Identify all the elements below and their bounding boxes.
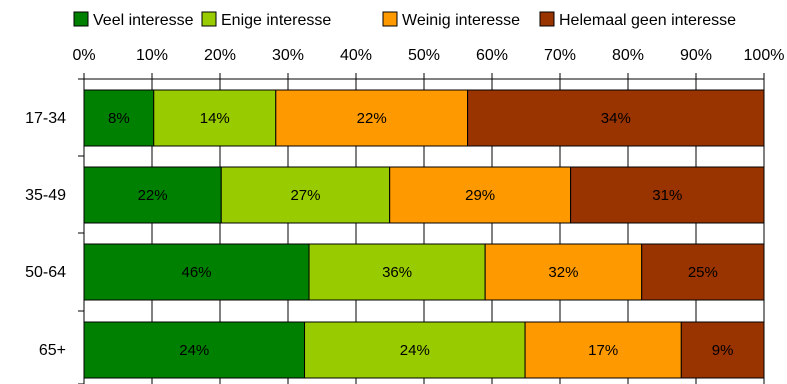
bar-segment (467, 89, 765, 147)
data-label: 24% (400, 342, 430, 359)
data-label: 9% (712, 342, 734, 359)
legend-swatch (201, 11, 217, 27)
bar-segment (83, 321, 306, 379)
data-label: 25% (688, 264, 718, 281)
legend-label: Enige interesse (221, 12, 331, 29)
x-tick-label: 70% (544, 47, 576, 64)
bars (83, 89, 765, 379)
x-tick-label: 100% (744, 47, 785, 64)
data-label: 17% (588, 342, 618, 359)
legend-item-4: Helemaal geen interesse (539, 11, 736, 29)
bar-segment (484, 243, 643, 301)
bar-segment (153, 89, 277, 147)
data-label: 24% (179, 342, 209, 359)
x-tick-label: 30% (272, 47, 304, 64)
data-label: 8% (108, 110, 130, 127)
data-label: 34% (601, 110, 631, 127)
legend: Veel interesse Enige interesse Weinig inte… (73, 11, 736, 29)
category-label: 35-49 (25, 187, 66, 204)
bar-segment (570, 166, 765, 224)
axes: 0% 10% 20% 30% 40% 50% 60% 70% 80% 90% 100% 17-34 35… (25, 47, 784, 384)
x-tick-label: 60% (476, 47, 508, 64)
x-tick-label: 10% (136, 47, 168, 64)
data-label: 22% (138, 187, 168, 204)
bar-segment (641, 243, 765, 301)
legend-item-2: Enige interesse (201, 11, 331, 29)
bar-segment (83, 166, 222, 224)
data-label: 22% (357, 110, 387, 127)
x-tick-label: 90% (680, 47, 712, 64)
x-tick-label: 50% (408, 47, 440, 64)
legend-swatch (539, 11, 555, 27)
category-label: 50-64 (25, 264, 66, 281)
data-label: 32% (548, 264, 578, 281)
bar-segment (524, 321, 682, 379)
bar-segment (389, 166, 572, 224)
data-label: 31% (652, 187, 682, 204)
bar-segment (275, 89, 469, 147)
legend-label: Weinig interesse (402, 12, 520, 29)
bar-segment (308, 243, 486, 301)
data-label: 14% (200, 110, 230, 127)
category-label: 17-34 (25, 110, 66, 127)
legend-item-1: Veel interesse (73, 11, 194, 29)
bar-segment (680, 321, 765, 379)
legend-label: Veel interesse (93, 12, 194, 29)
category-label: 65+ (39, 342, 66, 359)
legend-swatch (73, 11, 89, 27)
data-label: 29% (465, 187, 495, 204)
data-label: 36% (382, 264, 412, 281)
bar-segment (83, 243, 310, 301)
data-label: 27% (290, 187, 320, 204)
x-tick-label: 80% (612, 47, 644, 64)
x-tick-label: 40% (340, 47, 372, 64)
bar-segment (220, 166, 391, 224)
bar-segment (83, 89, 155, 147)
x-tick-label: 20% (204, 47, 236, 64)
legend-swatch (382, 11, 398, 27)
labels: 8% 14% 22% 34% 22% 27% 29% 31% 46% 36% 32% 25% 24% 24… (108, 110, 733, 359)
legend-item-3: Weinig interesse (382, 11, 520, 29)
legend-label: Helemaal geen interesse (559, 12, 736, 29)
data-label: 46% (182, 264, 212, 281)
x-tick-label: 0% (72, 47, 95, 64)
bar-segment (304, 321, 526, 379)
